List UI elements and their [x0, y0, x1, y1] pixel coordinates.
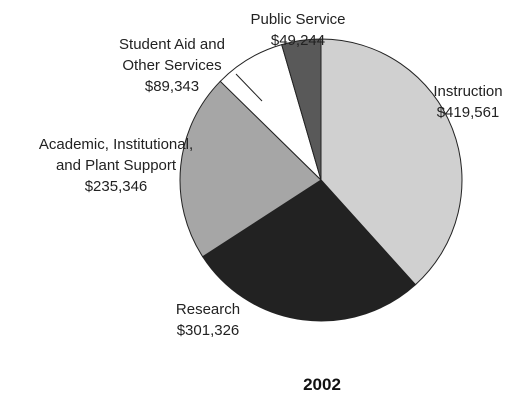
chart-title: 2002	[303, 375, 341, 394]
label-academic-support: Academic, Institutional, and Plant Suppo…	[39, 136, 193, 195]
label-instruction-value: $419,561	[437, 104, 500, 121]
label-instruction-line-1: Instruction	[433, 83, 502, 100]
pie-slices	[179, 38, 463, 322]
label-public-service: Public Service $49,244	[250, 11, 345, 49]
leader-line-student-aid	[235, 73, 263, 102]
slice-instruction	[320, 38, 463, 286]
slice-academic-support	[179, 80, 322, 258]
label-academic-line-1: Academic, Institutional,	[39, 136, 193, 153]
label-public-service-line-1: Public Service	[250, 11, 345, 28]
label-academic-value: $235,346	[85, 178, 148, 195]
label-research-line-1: Research	[176, 301, 240, 318]
label-research: Research $301,326	[176, 301, 240, 339]
slice-research	[201, 179, 417, 322]
label-student-aid: Student Aid and Other Services $89,343	[119, 36, 225, 95]
label-student-aid-value: $89,343	[145, 78, 199, 95]
label-academic-line-2: and Plant Support	[56, 157, 177, 174]
label-instruction: Instruction $419,561	[433, 83, 502, 121]
label-student-aid-line-2: Other Services	[122, 57, 221, 74]
label-public-service-value: $49,244	[271, 32, 325, 49]
label-student-aid-line-1: Student Aid and	[119, 36, 225, 53]
slice-public-service	[281, 38, 322, 181]
label-research-value: $301,326	[177, 322, 240, 339]
